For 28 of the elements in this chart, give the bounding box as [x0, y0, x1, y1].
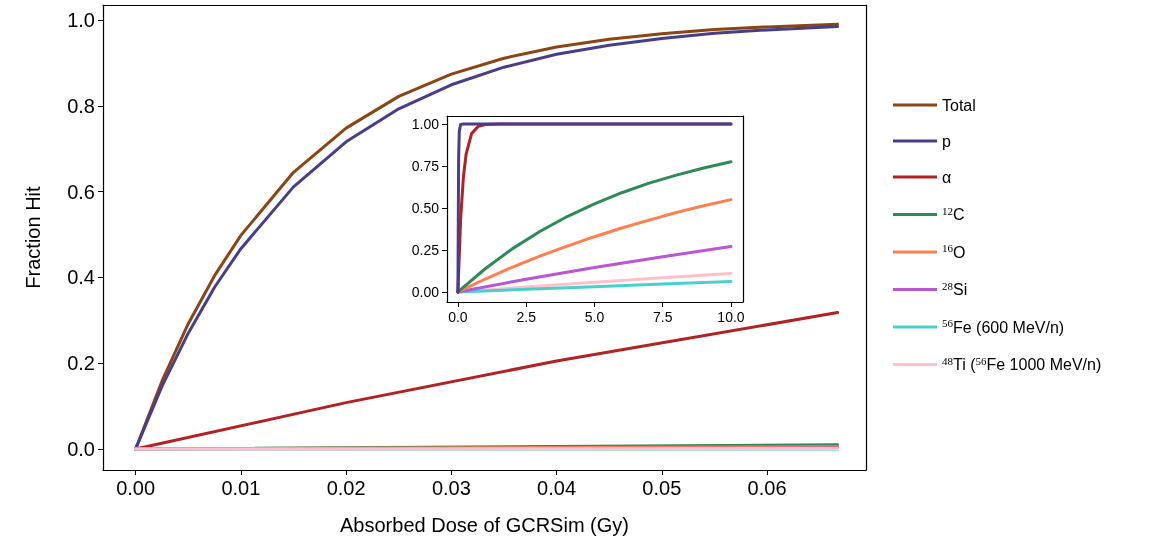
x-tick-label: 0.0: [448, 309, 468, 325]
y-tick-label: 1.0: [67, 9, 95, 32]
y-tick-label: 0.8: [67, 94, 95, 117]
y-tick-label: 0.75: [411, 158, 440, 175]
legend-label: α: [942, 168, 952, 186]
legend-label: p: [942, 132, 951, 150]
y-tick-label: 0.6: [67, 180, 95, 203]
y-tick-label: 0.4: [67, 266, 95, 289]
y-tick-label: 0.25: [411, 241, 440, 258]
y-tick-label: 0.2: [67, 352, 95, 375]
y-tick-label: 0.0: [67, 437, 95, 460]
x-tick-label: 0.06: [747, 477, 787, 499]
y-axis-title: Fraction Hit: [22, 185, 44, 289]
y-tick-label: 0.50: [411, 199, 440, 216]
x-tick-label: 0.04: [537, 477, 577, 499]
x-tick-label: 10.0: [717, 309, 745, 325]
x-tick-label: 2.5: [516, 309, 537, 325]
legend-label: Total: [942, 96, 976, 114]
x-tick-label: 0.02: [326, 477, 366, 499]
y-tick-label: 0.00: [411, 283, 440, 300]
x-axis-title: Absorbed Dose of GCRSim (Gy): [340, 514, 629, 536]
x-tick-label: 0.03: [431, 477, 471, 499]
x-tick-label: 0.00: [116, 477, 156, 499]
x-tick-label: 0.01: [221, 477, 261, 499]
x-tick-label: 7.5: [652, 309, 673, 325]
x-tick-label: 0.05: [642, 477, 682, 499]
y-tick-label: 1.00: [411, 116, 440, 133]
x-tick-label: 5.0: [584, 309, 605, 325]
